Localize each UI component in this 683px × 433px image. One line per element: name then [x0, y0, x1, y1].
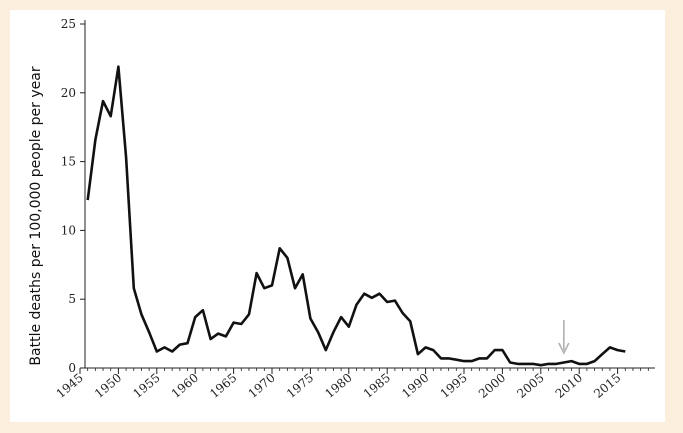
x-tick-label: 1990 [399, 371, 431, 401]
x-tick-label: 1965 [207, 371, 239, 401]
series-line-0 [86, 65, 626, 367]
x-tick-label: 1960 [169, 371, 201, 401]
y-axis-label: Battle deaths per 100,000 people per yea… [28, 66, 44, 365]
x-tick-label: 1945 [54, 371, 86, 401]
x-tick-label: 1985 [361, 371, 393, 401]
y-tick-label: 15 [61, 155, 76, 169]
y-tick-label: 25 [61, 17, 76, 31]
x-tick-label: 2000 [476, 371, 508, 401]
x-tick-label: 1950 [92, 371, 124, 401]
y-tick-label: 10 [61, 223, 76, 237]
x-tick-label: 1975 [284, 371, 316, 401]
x-tick-label: 1970 [246, 371, 278, 401]
x-tick-label: 2015 [591, 371, 623, 401]
x-tick-label: 2010 [553, 371, 585, 401]
y-tick-label: 20 [61, 86, 76, 100]
x-tick-label: 1955 [130, 371, 162, 401]
x-tick-label: 2005 [514, 371, 546, 401]
y-tick-label: 5 [68, 292, 76, 306]
x-tick-label: 1980 [322, 371, 354, 401]
y-tick-label: 0 [68, 361, 76, 375]
x-tick-label: 1995 [438, 371, 470, 401]
annotation-arrow-head [558, 342, 570, 355]
